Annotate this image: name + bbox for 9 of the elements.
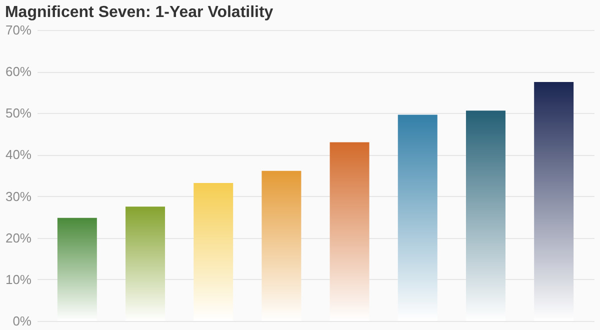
y-tick-label: 40%	[5, 147, 32, 162]
y-tick-label: 50%	[5, 106, 32, 121]
y-tick-label: 30%	[5, 188, 32, 204]
y-tick-label: 0%	[12, 314, 32, 328]
y-tick-label: 60%	[5, 64, 32, 80]
y-tick-label: 20%	[5, 230, 32, 246]
y-tick-label: 10%	[5, 272, 32, 287]
chart-title: Magnificent Seven: 1-Year Volatility	[4, 4, 274, 21]
y-tick-label: 70%	[5, 22, 32, 38]
